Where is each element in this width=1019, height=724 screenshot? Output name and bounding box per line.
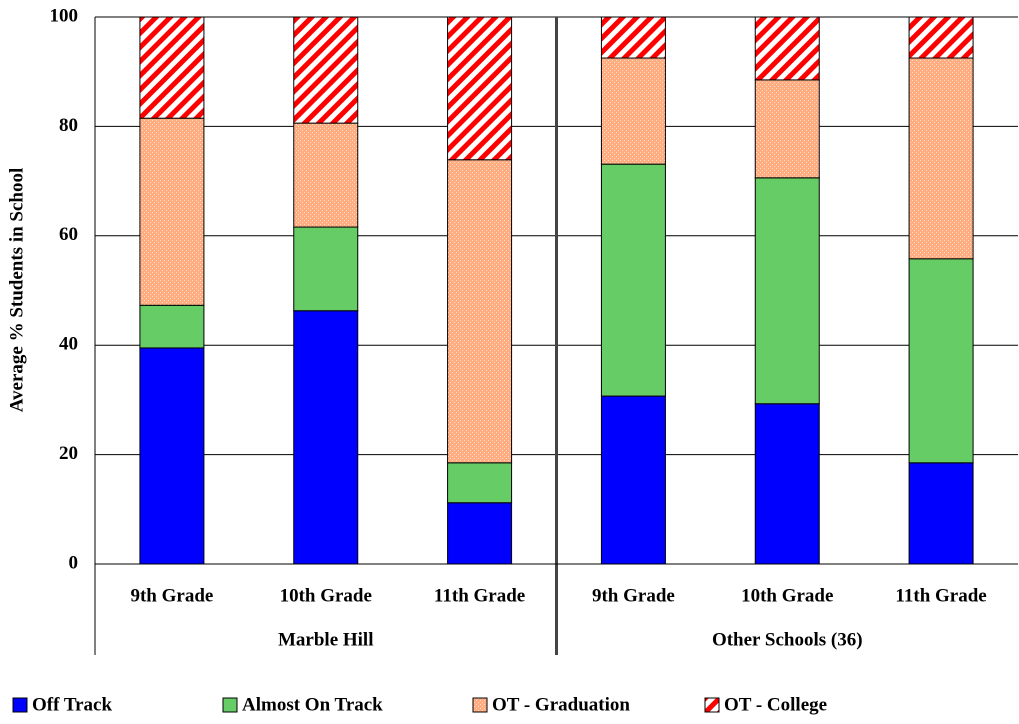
legend-label: OT - Graduation bbox=[492, 694, 630, 715]
bar-segment bbox=[908, 258, 974, 464]
bar-segment bbox=[754, 16, 820, 81]
x-tick-label: 11th Grade bbox=[895, 585, 986, 606]
bar-segment bbox=[447, 502, 513, 565]
y-tick-label: 40 bbox=[59, 334, 78, 355]
bar-segment bbox=[600, 57, 666, 165]
bar-segment bbox=[293, 122, 359, 228]
bar-segment bbox=[754, 177, 820, 405]
y-tick-label: 100 bbox=[50, 5, 79, 26]
bar-segment bbox=[139, 304, 205, 349]
bar-segment bbox=[447, 159, 513, 464]
bar-segment bbox=[908, 462, 974, 565]
y-tick-label: 0 bbox=[69, 552, 79, 573]
legend-swatch bbox=[222, 697, 238, 713]
y-tick-label: 60 bbox=[59, 224, 78, 245]
bar-segment bbox=[754, 79, 820, 179]
bar-segment bbox=[139, 347, 205, 565]
bar-segment bbox=[754, 403, 820, 565]
bar-segment bbox=[600, 16, 666, 59]
legend-label: OT - College bbox=[724, 694, 827, 715]
bar-segment bbox=[139, 16, 205, 119]
y-tick-label: 20 bbox=[59, 443, 78, 464]
bar-segment bbox=[908, 57, 974, 260]
y-tick-label: 80 bbox=[59, 115, 78, 136]
x-tick-label: 10th Grade bbox=[280, 585, 372, 606]
bar-segment bbox=[293, 226, 359, 312]
group-label: Marble Hill bbox=[278, 629, 374, 650]
group-label: Other Schools (36) bbox=[712, 629, 863, 650]
x-tick-label: 9th Grade bbox=[130, 585, 213, 606]
legend-label: Almost On Track bbox=[242, 694, 383, 715]
legend-label: Off Track bbox=[32, 694, 112, 715]
x-tick-label: 11th Grade bbox=[434, 585, 525, 606]
bar-segment bbox=[447, 16, 513, 161]
bar-segment bbox=[908, 16, 974, 59]
bar-segment bbox=[293, 16, 359, 124]
y-axis-title: Average % Students in School bbox=[6, 168, 27, 413]
bar-segment bbox=[600, 395, 666, 565]
legend-swatch bbox=[472, 697, 488, 713]
bar-segment bbox=[293, 310, 359, 565]
legend-swatch bbox=[12, 697, 28, 713]
legend-swatch bbox=[704, 697, 720, 713]
x-tick-label: 10th Grade bbox=[741, 585, 833, 606]
bar-segment bbox=[447, 462, 513, 504]
x-tick-label: 9th Grade bbox=[592, 585, 675, 606]
bar-segment bbox=[600, 163, 666, 397]
bar-segment bbox=[139, 117, 205, 306]
